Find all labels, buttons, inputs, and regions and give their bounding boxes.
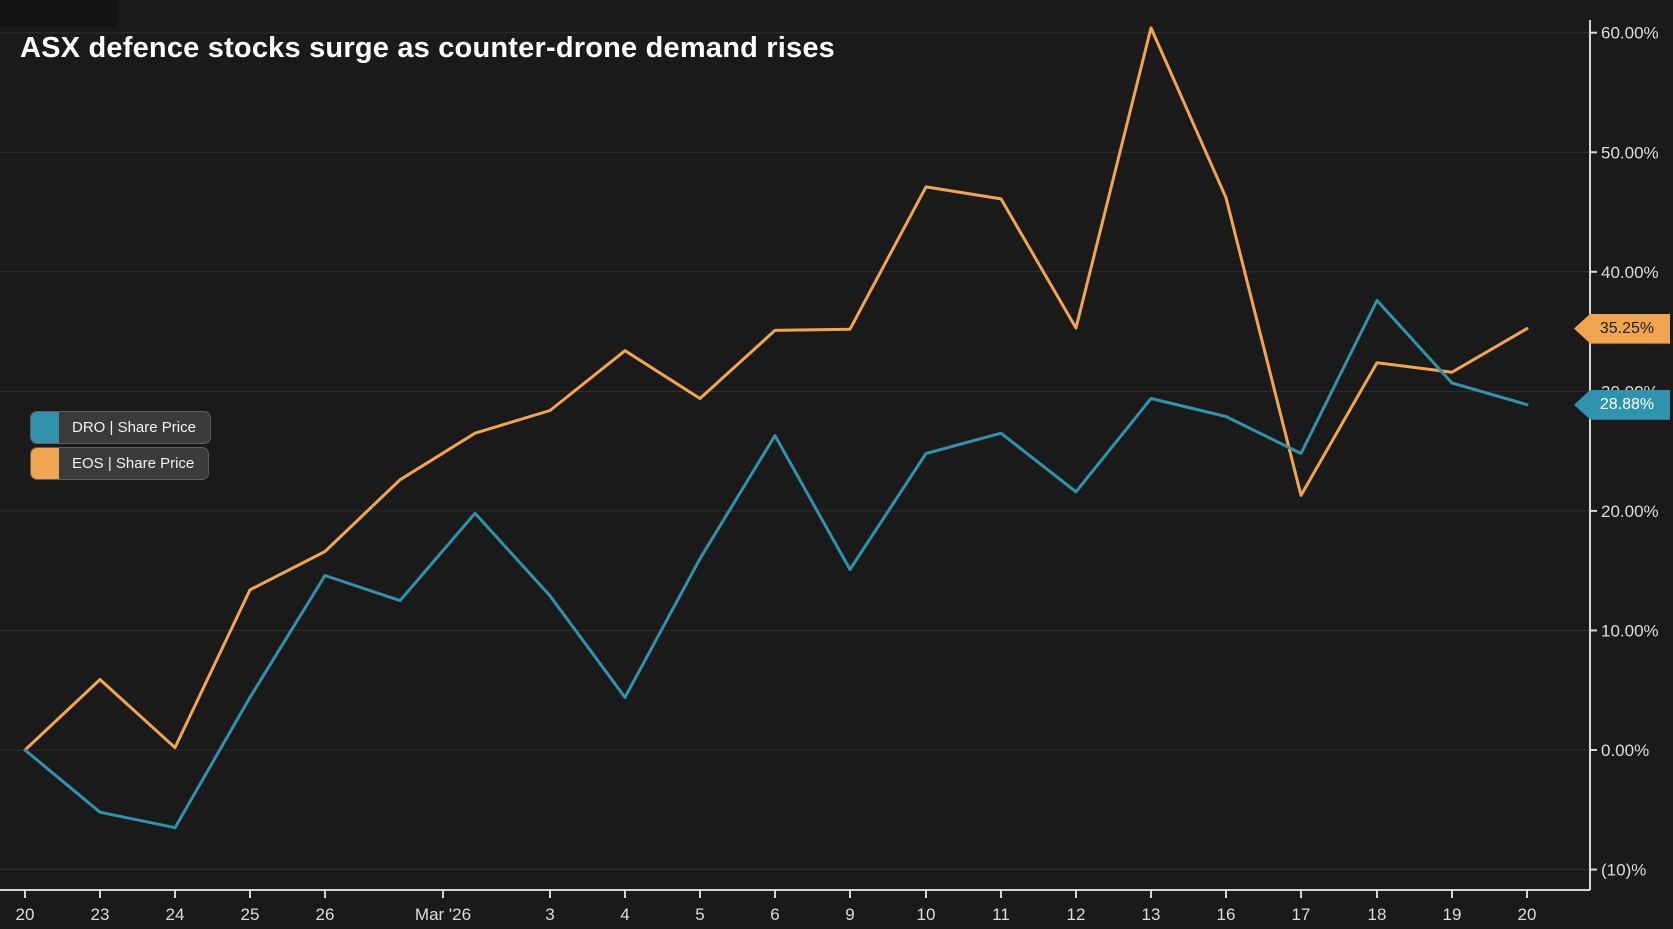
x-axis-label: 6 — [770, 905, 779, 924]
x-axis-label: 24 — [166, 905, 185, 924]
legend-item-eos[interactable]: EOS | Share Price — [30, 447, 210, 480]
dro-price-tag: 28.88% — [1574, 389, 1670, 420]
x-axis-label: 11 — [992, 905, 1010, 924]
dro-series-line — [23, 299, 1529, 830]
corner-artifact — [0, 0, 118, 27]
x-axis-label: 4 — [620, 905, 629, 924]
y-axis-label: 0.00% — [1601, 741, 1649, 760]
x-axis-label: 25 — [241, 905, 260, 924]
y-axis-label: 50.00% — [1601, 143, 1659, 162]
y-axis-label: (10)% — [1601, 861, 1646, 880]
series-layer — [23, 26, 1529, 830]
dro-color-swatch — [31, 412, 59, 443]
eos-series-line — [23, 26, 1529, 752]
page-title: ASX defence stocks surge as counter-dron… — [20, 32, 836, 64]
x-axis-label: 26 — [316, 905, 335, 924]
y-axis-label: 20.00% — [1601, 502, 1659, 521]
y-axis-label: 40.00% — [1601, 263, 1659, 282]
x-axis-label: 13 — [1142, 905, 1161, 924]
x-axis-label: 3 — [545, 905, 554, 924]
x-axis-label: 5 — [695, 905, 704, 924]
x-axis-label: 10 — [917, 905, 936, 924]
legend-item-dro[interactable]: DRO | Share Price — [30, 411, 211, 444]
x-axis-label: 17 — [1292, 905, 1311, 924]
y-axis-label: 60.00% — [1601, 24, 1659, 43]
x-axis-label: 9 — [845, 905, 854, 924]
legend: DRO | Share Price EOS | Share Price — [30, 411, 211, 480]
x-axis-label: 18 — [1368, 905, 1387, 924]
legend-label-eos: EOS | Share Price — [72, 455, 195, 472]
x-axis-label: 20 — [16, 905, 35, 924]
eos-price-tag: 35.25% — [1574, 313, 1670, 344]
x-axis-label: 12 — [1067, 905, 1086, 924]
x-axis-label: 16 — [1217, 905, 1236, 924]
eos-color-swatch — [31, 448, 59, 479]
x-axis-label: Mar '26 — [415, 905, 471, 924]
x-axis-label: 19 — [1443, 905, 1462, 924]
label-layer: 60.00%50.00%40.00%30.00%20.00%10.00%0.00… — [16, 24, 1659, 924]
y-axis-label: 10.00% — [1601, 621, 1659, 640]
x-axis-label: 20 — [1518, 905, 1537, 924]
axis-layer — [0, 20, 1597, 898]
x-axis-label: 23 — [91, 905, 110, 924]
grid-layer — [0, 32, 1590, 871]
legend-label-dro: DRO | Share Price — [72, 419, 196, 436]
